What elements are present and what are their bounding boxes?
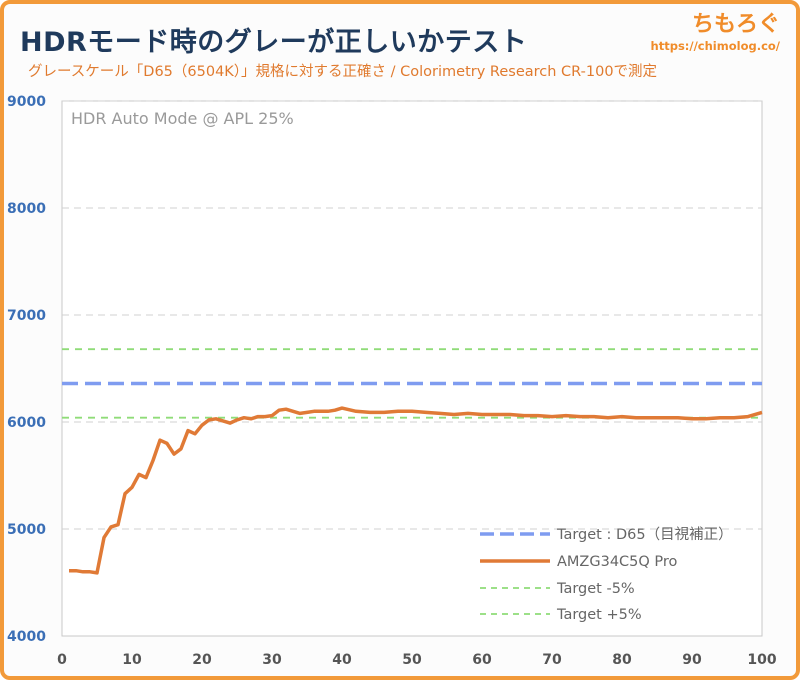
plot-area (61, 100, 763, 637)
x-tick-label: 70 (542, 652, 562, 668)
site-url: https://chimolog.co/ (650, 39, 780, 53)
x-tick-label: 20 (192, 652, 212, 668)
y-tick-label: 8000 (7, 201, 46, 217)
x-tick-label: 10 (122, 652, 142, 668)
page-subtitle: グレースケール「D65（6504K）」規格に対する正確さ / Colorimet… (28, 64, 658, 80)
legend-label: AMZG34C5Q Pro (557, 554, 678, 570)
x-tick-label: 80 (612, 652, 632, 668)
site-logo: ちもろぐ (691, 12, 780, 37)
legend-label: Target +5% (556, 607, 642, 623)
chart-annotation: HDR Auto Mode @ APL 25% (71, 109, 294, 128)
x-tick-label: 30 (262, 652, 282, 668)
x-tick-label: 40 (332, 652, 352, 668)
x-tick-label: 100 (747, 652, 776, 668)
x-tick-label: 60 (472, 652, 492, 668)
y-tick-label: 6000 (7, 415, 46, 431)
page-title: HDRモード時のグレーが正しいかテスト (20, 27, 528, 58)
series-line-1 (69, 406, 763, 575)
x-tick-label: 0 (57, 652, 67, 668)
x-tick-label: 50 (402, 652, 422, 668)
y-tick-label: 5000 (7, 522, 46, 538)
y-tick-label: 7000 (7, 308, 46, 324)
x-tick-label: 90 (682, 652, 702, 668)
legend-label: Target -5% (556, 581, 635, 597)
legend-label: Target : D65（目視補正） (556, 526, 733, 543)
y-tick-label: 4000 (7, 629, 46, 645)
y-tick-label: 9000 (7, 94, 46, 110)
